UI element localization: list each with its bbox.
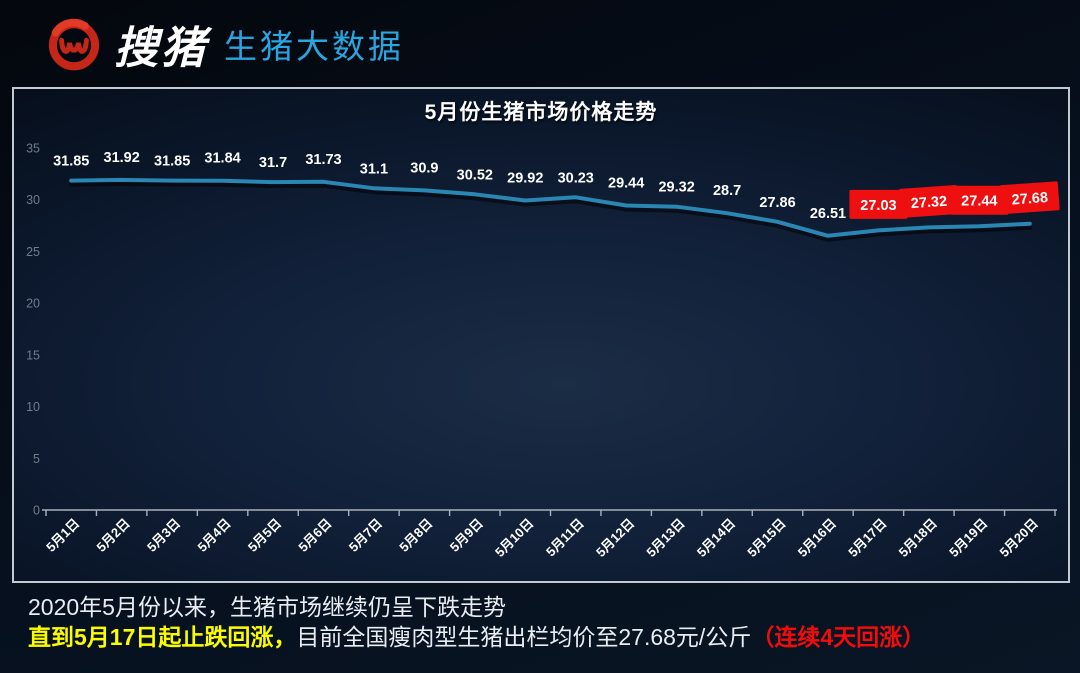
data-point-label: 30.52 <box>457 167 493 183</box>
footer-line2-main: 目前全国瘦肉型生猪出栏均价至27.68元/公斤 <box>296 624 752 650</box>
x-axis-label: 5月12日 <box>593 516 637 560</box>
data-point-label: 31.84 <box>204 151 240 167</box>
highlight-box <box>950 185 1009 215</box>
data-point-label: 31.85 <box>53 154 89 170</box>
brand-text: 生猪大数据 <box>224 27 404 65</box>
y-axis-tick-label: 35 <box>26 142 40 156</box>
x-axis-label: 5月4日 <box>194 516 233 555</box>
x-axis-label: 5月16日 <box>795 516 839 560</box>
x-axis-label: 5月18日 <box>896 516 940 560</box>
svg-text:27.03: 27.03 <box>860 198 896 214</box>
data-point-label: 30.23 <box>558 170 594 186</box>
data-point-label: 31.7 <box>259 155 287 171</box>
data-point-label: 29.44 <box>608 176 644 192</box>
highlight-box <box>999 181 1060 215</box>
svg-text:27.32: 27.32 <box>910 194 947 212</box>
x-axis-label: 5月8日 <box>396 516 435 555</box>
data-point-label: 31.92 <box>104 150 140 166</box>
highlighted-data-label: 27.03 <box>849 189 908 219</box>
data-point-label: 31.85 <box>154 154 190 170</box>
highlighted-data-label: 27.32 <box>899 185 959 218</box>
x-axis-label: 5月9日 <box>447 516 486 555</box>
data-point-label: 30.9 <box>410 160 438 176</box>
x-axis-label: 5月15日 <box>744 516 788 560</box>
y-axis-tick-label: 30 <box>26 193 40 207</box>
y-axis-tick-label: 20 <box>26 297 40 311</box>
x-axis-label: 5月5日 <box>245 516 284 555</box>
data-point-label: 29.32 <box>658 180 694 196</box>
x-axis-label: 5月7日 <box>346 516 385 555</box>
chart-panel: 5月份生猪市场价格走势 0 5 10 15 20 25 30 35 5月1日 5月2日 5月3日 5月… <box>12 87 1070 583</box>
x-axis-label: 5月11日 <box>543 516 587 560</box>
svg-text:27.68: 27.68 <box>1011 190 1048 208</box>
data-point-label: 31.1 <box>360 161 388 177</box>
price-line-shadow <box>68 180 1033 242</box>
footer-line2-note: （连续4天回涨） <box>751 624 926 650</box>
footer: 2020年5月份以来，生猪市场继续仍呈下跌走势 直到5月17日起止跌回涨，目前全… <box>28 592 1068 652</box>
highlighted-data-label: 27.44 <box>950 185 1009 215</box>
highlight-box <box>849 189 908 219</box>
y-axis-tick-label: 15 <box>26 348 40 362</box>
y-axis-tick-label: 0 <box>33 504 40 518</box>
y-axis-tick-label: 10 <box>26 400 40 414</box>
header: 搜猪 生猪大数据 <box>0 0 1080 87</box>
data-point-label: 26.51 <box>810 206 846 222</box>
x-axis-label: 5月1日 <box>43 516 82 555</box>
souzhu-logo-icon <box>42 13 106 75</box>
y-axis-tick-label: 25 <box>26 245 40 259</box>
data-point-label: 27.86 <box>759 195 795 211</box>
chart-title: 5月份生猪市场价格走势 <box>424 101 658 124</box>
logo-text: 搜猪 <box>114 22 208 74</box>
x-axis-label: 5月13日 <box>643 516 687 560</box>
price-line-chart: 0 5 10 15 20 25 30 35 5月1日 5月2日 5月3日 5月4日 5月5日 5月6日 5月… <box>26 142 1060 560</box>
y-axis-tick-label: 5 <box>33 452 40 466</box>
x-axis-label: 5月20日 <box>997 516 1041 560</box>
footer-line2-highlight: 直到5月17日起止跌回涨， <box>28 624 297 650</box>
highlighted-data-label: 27.68 <box>999 181 1060 215</box>
x-axis-label: 5月2日 <box>94 516 133 555</box>
x-axis-label: 5月17日 <box>845 516 889 560</box>
data-point-label: 29.92 <box>507 171 543 187</box>
footer-line1: 2020年5月份以来，生猪市场继续仍呈下跌走势 <box>28 594 506 620</box>
x-axis-label: 5月14日 <box>694 516 738 560</box>
footer-line2: 直到5月17日起止跌回涨，目前全国瘦肉型生猪出栏均价至27.68元/公斤（连续4… <box>28 622 1068 652</box>
x-axis-label: 5月3日 <box>144 516 183 555</box>
x-axis-label: 5月10日 <box>492 516 536 560</box>
x-axis-label: 5月19日 <box>946 516 990 560</box>
data-point-label: 28.7 <box>713 183 741 199</box>
svg-text:27.44: 27.44 <box>961 194 997 210</box>
x-axis-label: 5月6日 <box>295 516 334 555</box>
price-line <box>69 177 1032 238</box>
data-point-label: 31.73 <box>305 152 341 168</box>
highlight-box <box>899 185 959 218</box>
